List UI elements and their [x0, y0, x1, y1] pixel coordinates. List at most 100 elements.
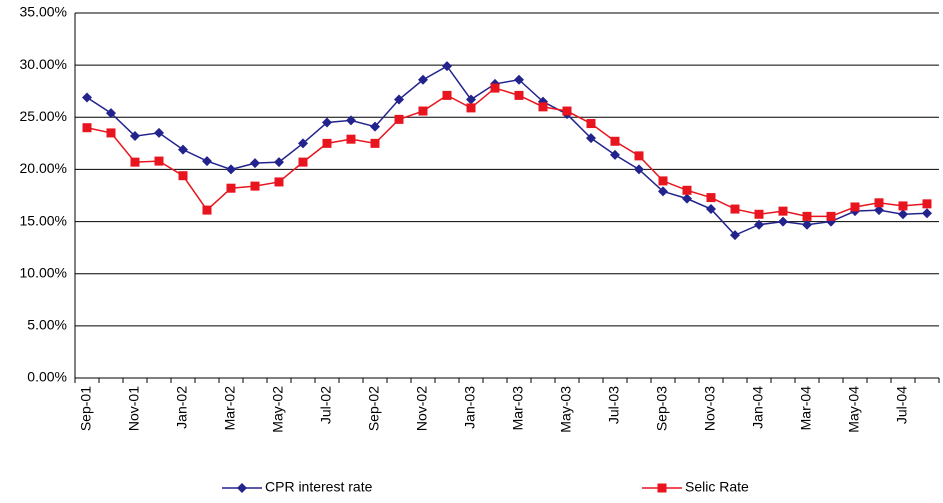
point: [802, 219, 812, 230]
point: [298, 157, 308, 167]
x-tick-label: May-03: [558, 386, 574, 433]
point: [514, 90, 524, 100]
point: [130, 131, 140, 142]
point: [106, 128, 116, 138]
point: [514, 74, 524, 85]
point: [202, 156, 212, 167]
series: [82, 83, 932, 221]
x-tick-label: Mar-02: [222, 386, 238, 431]
x-tick-label: Jul-02: [318, 386, 334, 424]
point: [370, 121, 380, 132]
x-tick-label: Mar-03: [510, 386, 526, 431]
point: [418, 106, 428, 116]
point: [178, 171, 188, 181]
x-tick-label: Nov-02: [414, 386, 430, 431]
point: [682, 193, 692, 204]
point: [898, 209, 908, 220]
point: [826, 211, 836, 221]
point: [754, 209, 764, 219]
y-tick-label: 35.00%: [20, 4, 67, 20]
point: [634, 151, 644, 161]
point: [346, 134, 356, 144]
point: [682, 185, 692, 195]
point: [442, 61, 452, 72]
point: [322, 117, 332, 128]
point: [874, 198, 884, 208]
point: [706, 204, 716, 215]
x-tick-label: Sep-02: [366, 386, 382, 431]
y-tick-label: 30.00%: [20, 56, 67, 72]
point: [706, 193, 716, 203]
point: [237, 483, 247, 493]
x-tick-label: Jan-02: [174, 386, 190, 429]
legend-label: Selic Rate: [685, 479, 749, 495]
point: [658, 176, 668, 186]
y-tick-label: 25.00%: [20, 108, 67, 124]
y-tick-label: 10.00%: [20, 264, 67, 280]
point: [250, 158, 260, 169]
point: [106, 108, 116, 119]
point: [538, 102, 548, 112]
point: [754, 219, 764, 230]
x-tick-label: Sep-03: [654, 386, 670, 431]
point: [922, 208, 932, 219]
x-tick-label: Jan-03: [462, 386, 478, 429]
point: [850, 202, 860, 212]
point: [657, 483, 667, 493]
point: [130, 157, 140, 167]
y-tick-label: 20.00%: [20, 160, 67, 176]
point: [898, 201, 908, 211]
x-tick-label: Nov-01: [126, 386, 142, 431]
point: [610, 149, 620, 160]
point: [154, 127, 164, 138]
y-tick-label: 15.00%: [20, 212, 67, 228]
point: [466, 103, 476, 113]
point: [802, 211, 812, 221]
y-tick-label: 0.00%: [27, 369, 67, 385]
point: [394, 94, 404, 105]
point: [82, 92, 92, 103]
series: [82, 61, 932, 241]
point: [586, 119, 596, 129]
point: [778, 206, 788, 216]
x-tick-label: Nov-03: [702, 386, 718, 431]
legend-label: CPR interest rate: [265, 479, 373, 495]
point: [922, 199, 932, 209]
point: [274, 157, 284, 168]
point: [778, 216, 788, 227]
point: [730, 230, 740, 241]
point: [274, 177, 284, 187]
point: [82, 123, 92, 133]
point: [490, 83, 500, 93]
x-tick-label: Jul-04: [894, 386, 910, 424]
point: [250, 181, 260, 191]
legend-item: CPR interest rate: [222, 479, 373, 495]
x-tick-label: Jan-04: [750, 386, 766, 429]
point: [226, 183, 236, 193]
point: [658, 186, 668, 197]
point: [178, 144, 188, 155]
x-tick-label: May-04: [846, 386, 862, 433]
point: [202, 205, 212, 215]
x-tick-label: Sep-01: [78, 386, 94, 431]
point: [394, 114, 404, 124]
point: [154, 156, 164, 166]
point: [610, 136, 620, 146]
point: [346, 115, 356, 126]
point: [730, 204, 740, 214]
x-tick-label: Mar-04: [798, 386, 814, 431]
point: [298, 138, 308, 149]
legend-item: Selic Rate: [642, 479, 749, 495]
point: [634, 164, 644, 175]
line: [86, 87, 928, 218]
point: [322, 138, 332, 148]
point: [442, 90, 452, 100]
point: [226, 164, 236, 175]
y-tick-label: 5.00%: [27, 317, 67, 333]
point: [466, 94, 476, 105]
point: [370, 138, 380, 148]
point: [874, 205, 884, 216]
x-tick-label: Jul-03: [606, 386, 622, 424]
point: [586, 133, 596, 144]
